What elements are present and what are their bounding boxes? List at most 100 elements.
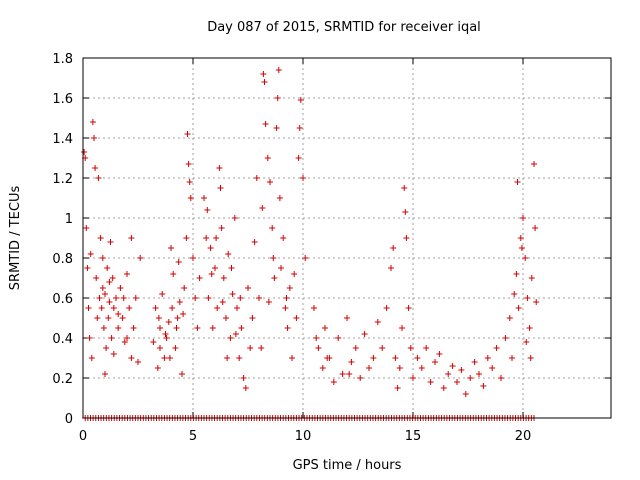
data-point (99, 285, 106, 291)
data-point (370, 355, 377, 361)
data-point (89, 119, 96, 125)
data-point (297, 97, 304, 103)
x-tick-label: 15 (405, 429, 422, 444)
data-point (296, 125, 303, 131)
data-point (517, 235, 524, 241)
data-point (208, 271, 215, 277)
data-point (532, 225, 539, 231)
data-point (256, 295, 262, 301)
data-point (502, 335, 509, 341)
data-point (251, 239, 258, 245)
data-point (216, 165, 223, 171)
data-point (169, 305, 176, 311)
data-point (528, 275, 535, 281)
data-point (179, 371, 185, 377)
data-point (155, 315, 162, 321)
data-point (238, 325, 245, 331)
data-point (284, 325, 291, 331)
data-point (105, 315, 112, 321)
data-point (180, 311, 187, 317)
data-point (520, 215, 526, 221)
data-point (273, 125, 280, 131)
data-point (92, 165, 99, 171)
y-tick-label: 1 (65, 212, 73, 227)
data-point (399, 325, 405, 331)
data-point (110, 351, 117, 357)
data-point (471, 359, 478, 365)
data-point (87, 251, 94, 257)
data-point (259, 205, 266, 211)
data-point (128, 355, 135, 361)
data-point (260, 71, 267, 77)
data-point (95, 175, 102, 181)
data-point (352, 345, 359, 351)
data-point (282, 305, 289, 311)
data-point (100, 325, 107, 331)
data-point (278, 265, 284, 271)
data-points (81, 67, 540, 421)
data-point (205, 295, 212, 301)
data-point (85, 305, 92, 311)
data-point (117, 285, 124, 291)
data-point (124, 271, 130, 277)
data-point (432, 359, 438, 365)
data-point (245, 285, 251, 291)
data-point (405, 305, 412, 311)
data-point (300, 175, 306, 181)
data-point (275, 67, 282, 73)
data-point (394, 385, 401, 391)
data-point (91, 135, 97, 141)
data-point (313, 335, 320, 341)
data-point (361, 331, 368, 337)
data-point (192, 295, 199, 301)
data-point (253, 175, 260, 181)
data-point (102, 371, 108, 377)
y-tick-label: 0.8 (52, 252, 73, 267)
data-point (137, 255, 144, 261)
data-point (126, 305, 133, 311)
data-point (121, 339, 128, 345)
data-point (130, 325, 137, 331)
data-point (319, 365, 326, 371)
data-point (383, 305, 390, 311)
data-point (234, 305, 240, 311)
data-point (98, 305, 105, 311)
x-axis-label: GPS time / hours (293, 458, 402, 473)
data-point (526, 325, 533, 331)
data-point (513, 271, 520, 277)
data-point (280, 235, 287, 241)
data-point (110, 305, 117, 311)
data-point (154, 365, 161, 371)
data-point (449, 363, 456, 369)
data-point (498, 375, 504, 381)
data-point (480, 383, 487, 389)
data-point (467, 375, 474, 381)
data-point (344, 315, 350, 321)
x-tick-label: 0 (79, 429, 87, 444)
data-point (445, 371, 452, 377)
data-point (261, 79, 268, 85)
data-point (232, 331, 239, 337)
x-tick-label: 20 (515, 429, 532, 444)
data-point (423, 345, 430, 351)
data-point (379, 345, 386, 351)
data-point (83, 225, 90, 231)
data-point (106, 279, 113, 285)
data-point (104, 265, 111, 271)
data-point (183, 235, 190, 241)
data-point (194, 325, 201, 331)
data-point (99, 255, 106, 261)
data-point (132, 295, 139, 301)
data-point (514, 179, 521, 185)
data-point (229, 291, 236, 297)
data-point (410, 375, 416, 381)
data-point (286, 285, 293, 291)
data-point (324, 355, 331, 361)
data-point (84, 265, 91, 271)
data-point (247, 345, 254, 351)
data-point (227, 335, 234, 341)
data-point (97, 235, 104, 241)
data-point (518, 245, 525, 251)
data-point (201, 195, 207, 201)
data-point (276, 195, 283, 201)
